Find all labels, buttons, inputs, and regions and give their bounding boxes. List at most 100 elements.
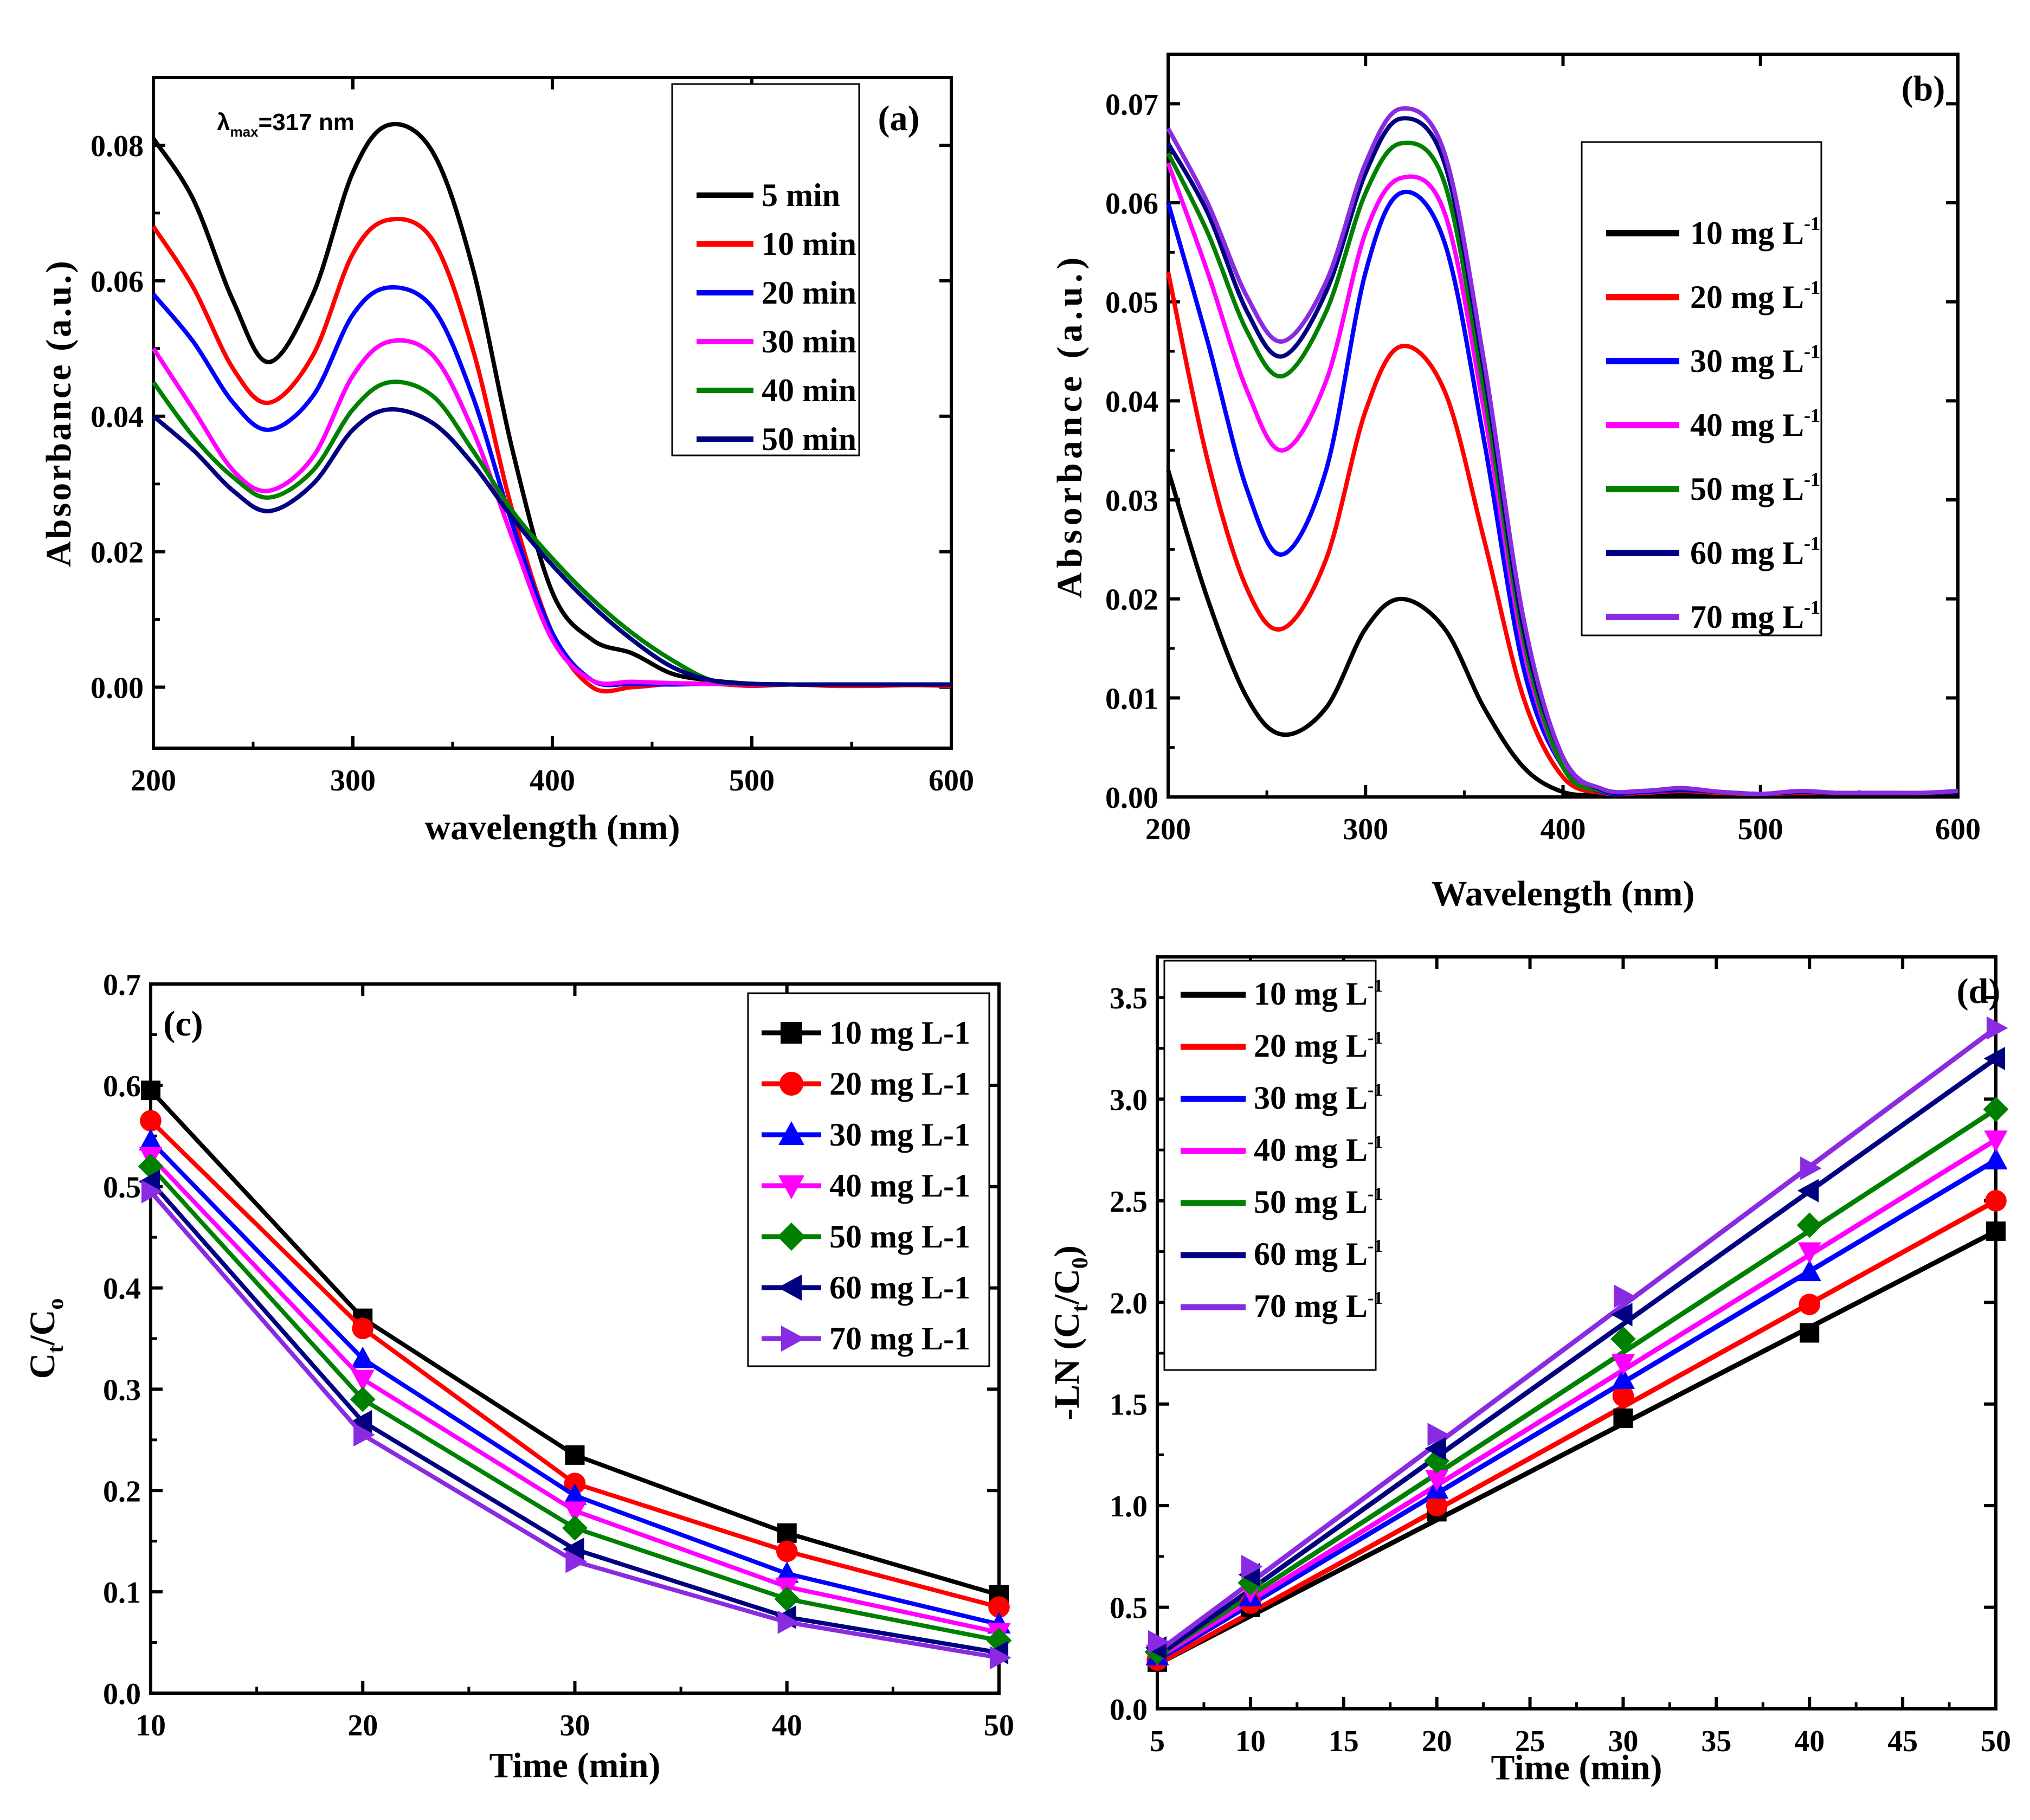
data-point-2	[1426, 1495, 1448, 1516]
y-tick-label: 0.00	[1105, 781, 1158, 815]
x-tick-label: 5	[1150, 1725, 1165, 1758]
data-point-3	[1984, 1148, 2008, 1169]
data-point-2	[988, 1596, 1010, 1618]
x-tick-label: 30	[560, 1709, 590, 1742]
data-point-6	[1797, 1179, 1819, 1202]
data-point-7	[1427, 1423, 1449, 1446]
legend-label-1: 10 mg L-1	[1690, 213, 1820, 251]
x-tick-label: 500	[1738, 813, 1783, 846]
y-tick-label: 0.08	[91, 130, 144, 163]
data-point-5	[562, 1515, 588, 1541]
panel-label: (d)	[1957, 972, 2001, 1011]
y-tick-label: 2.0	[1110, 1287, 1148, 1320]
x-tick-label: 40	[1794, 1725, 1825, 1758]
fit-line-4	[1156, 1137, 1997, 1661]
legend-marker-5	[777, 1223, 805, 1251]
legend-marker-7	[781, 1326, 805, 1352]
legend-label-3: 30 mg L-1	[1690, 340, 1820, 379]
y-tick-label: 0.04	[91, 401, 144, 434]
legend-label-1: 10 mg L-1	[1254, 976, 1383, 1012]
x-tick-label: 400	[1541, 813, 1586, 846]
y-tick-label: 0.6	[103, 1070, 141, 1103]
legend-marker-2	[779, 1072, 803, 1096]
data-point-6	[1425, 1437, 1446, 1461]
legend-label-7: 70 mg L-1	[829, 1321, 970, 1356]
y-tick-label: 0.07	[1105, 88, 1158, 121]
x-axis-label: Wavelength (nm)	[1432, 874, 1695, 914]
y-tick-label: 3.0	[1110, 1083, 1148, 1117]
x-tick-label: 20	[1422, 1725, 1452, 1758]
data-point-3	[563, 1483, 587, 1505]
legend-label-4: 30 min	[762, 324, 856, 359]
legend-label-6: 50 min	[762, 421, 856, 457]
legend-label-3: 20 min	[762, 275, 856, 311]
legend-label-7: 70 mg L-1	[1254, 1288, 1383, 1324]
x-tick-label: 10	[136, 1709, 166, 1742]
y-tick-label: 0.2	[103, 1475, 141, 1508]
series-line-5	[1166, 140, 1958, 796]
panel-c-ct-c0-vs-time: 10 20 30 40 50 0.0 0.1 0.2 0.3 0.4 0.5 0.6 0.7 (c) Tim…	[23, 968, 1014, 1785]
y-tick-label: 0.0	[103, 1677, 141, 1711]
legend-label-4: 40 mg L-1	[829, 1168, 970, 1204]
panel-label: (b)	[1902, 69, 1945, 108]
data-point-6	[1610, 1303, 1633, 1327]
data-point-3	[1611, 1367, 1635, 1389]
data-point-6	[563, 1538, 584, 1561]
data-point-5	[1610, 1326, 1636, 1352]
legend-label-4: 40 mg L-1	[1254, 1132, 1383, 1168]
legend-marker-1	[781, 1022, 802, 1044]
legend-label-5: 50 mg L-1	[1254, 1184, 1383, 1220]
panel-label: (a)	[878, 99, 920, 138]
series-line-6	[152, 407, 951, 687]
data-point-4	[351, 1369, 375, 1392]
plot-frame	[1167, 53, 1960, 799]
x-tick-label: 300	[1343, 813, 1388, 846]
legend-label-6: 60 mg L-1	[1690, 532, 1820, 571]
x-tick-label: 200	[1145, 813, 1191, 846]
y-tick-label: 0.5	[1110, 1592, 1148, 1625]
x-axis-label: wavelength (nm)	[424, 808, 680, 847]
x-tick-label: 400	[530, 764, 575, 798]
fit-line-7	[1156, 1026, 1997, 1654]
y-tick-label: 0.4	[103, 1272, 141, 1306]
legend-marker-4	[778, 1175, 804, 1199]
x-tick-label: 40	[772, 1709, 802, 1742]
panel-d-ln-kinetics: 5 10 15 20 25 30 35 40 45 50 0.0 0.5 1.0 1.5 2.0 2.5 3.0…	[1047, 955, 2011, 1787]
legend-label-3: 30 mg L-1	[829, 1117, 970, 1153]
y-tick-label: 0.7	[103, 968, 141, 1002]
y-tick-label: 1.0	[1110, 1490, 1148, 1523]
y-tick-label: 0.3	[103, 1373, 141, 1407]
y-tick-label: 0.06	[1105, 187, 1158, 221]
x-tick-label: 300	[330, 764, 376, 798]
series-line-7	[1166, 106, 1958, 796]
y-tick-label: 0.0	[1110, 1693, 1148, 1727]
y-tick-label: 0.02	[1105, 583, 1158, 617]
panel-a-spectra-time: 200 300 400 500 600 0.00 0.02 0.04 0.06 0.08 (a) wa…	[39, 76, 974, 847]
data-point-1	[777, 1523, 797, 1543]
data-point-7	[1986, 1016, 2008, 1040]
x-tick-label: 50	[984, 1709, 1014, 1742]
data-point-5	[138, 1153, 164, 1179]
data-point-2	[1612, 1385, 1634, 1407]
y-tick-label: 0.04	[1105, 385, 1158, 419]
legend-label-1: 5 min	[762, 177, 840, 213]
data-point-6	[1983, 1046, 2006, 1071]
y-tick-label: 0.00	[91, 672, 144, 705]
series-line-3	[1166, 189, 1958, 796]
series-line-1	[1166, 470, 1958, 798]
data-point-2	[1799, 1294, 1821, 1315]
series-line-2	[1166, 272, 1958, 797]
data-point-7	[1241, 1554, 1263, 1579]
data-point-4	[1611, 1354, 1635, 1376]
y-axis-label: Ct/Co	[23, 1298, 68, 1379]
legend-label-1: 10 mg L-1	[829, 1015, 970, 1051]
data-point-1	[1986, 1221, 2006, 1242]
y-tick-label: 3.5	[1110, 982, 1148, 1015]
x-tick-label: 500	[729, 764, 775, 798]
fit-line-3	[1156, 1157, 1997, 1662]
x-tick-label: 10	[1235, 1725, 1266, 1758]
y-axis-label: -LN (Ct/C0)	[1047, 1245, 1093, 1420]
y-tick-label: 0.02	[91, 536, 144, 570]
data-point-2	[352, 1317, 374, 1340]
